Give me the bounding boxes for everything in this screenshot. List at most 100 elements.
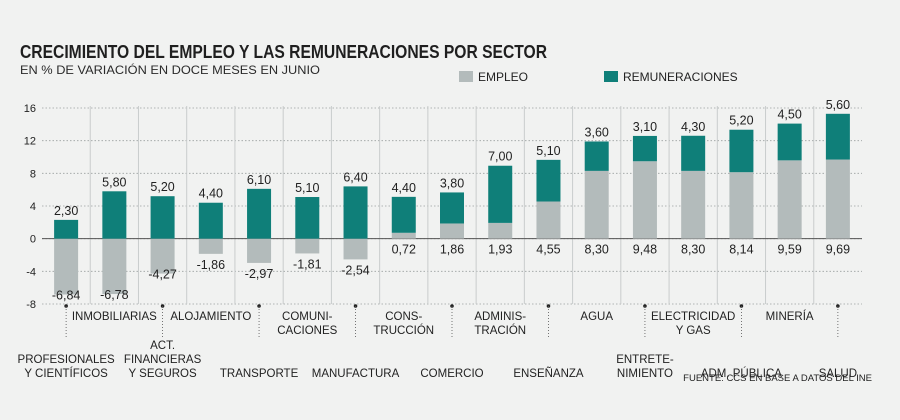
data-label-empleo: 1,93	[488, 243, 512, 257]
y-tick-label: 4	[30, 201, 36, 213]
bar-remuneraciones	[488, 165, 513, 223]
plot-area: -8 -4 0 4 8 12 16 2,30 -6,84 5,80 -6,78 5,20 -4,27 4,…	[18, 98, 862, 380]
category-label: ACT. FINANCIERAS Y SEGUROS	[124, 340, 202, 380]
y-tick-label: 12	[24, 136, 36, 148]
data-label-remuneraciones: 5,10	[536, 144, 560, 158]
category-label: MINERÍA	[766, 310, 814, 323]
data-label-empleo: -2,97	[245, 267, 274, 281]
category-label-line: TRUCCIÓN	[373, 324, 434, 337]
bar-empleo	[102, 238, 127, 295]
category-label: ELECTRICIDAD Y GAS	[651, 311, 735, 337]
category-label-line: INMOBILIARIAS	[72, 311, 157, 323]
bar-empleo	[391, 232, 416, 239]
y-tick-label: 8	[30, 168, 36, 180]
data-label-empleo: -6,84	[52, 289, 81, 303]
category-label-line: NIMIENTO	[617, 368, 673, 380]
data-label-remuneraciones: 2,30	[54, 204, 78, 218]
data-label-remuneraciones: 4,30	[681, 120, 705, 134]
category-label-line: CACIONES	[277, 325, 337, 337]
bar-remuneraciones	[729, 129, 754, 173]
bar-remuneraciones	[584, 141, 609, 171]
category-label: INMOBILIARIAS	[72, 311, 157, 323]
bar-remuneraciones	[54, 219, 79, 239]
category-label-line: COMERCIO	[420, 368, 483, 380]
category-label-line: ENSEÑANZA	[513, 367, 584, 380]
category-label-line: MINERÍA	[766, 310, 814, 323]
category-label-line: ADMINIS-	[474, 311, 526, 323]
chart-source: FUENTE: CCS EN BASE A DATOS DEL INE	[683, 373, 872, 384]
category-label: PROFESIONALES Y CIENTÍFICOS	[18, 354, 115, 380]
category-label-line: SALUD	[819, 368, 857, 380]
data-label-empleo: 8,14	[729, 243, 753, 257]
category-label-line: ENTRETE-	[616, 354, 674, 366]
data-label-empleo: 8,30	[681, 243, 705, 257]
bar-empleo	[295, 238, 320, 254]
data-label-remuneraciones: 4,40	[392, 181, 416, 195]
legend-swatch-remuneraciones	[604, 71, 618, 82]
y-tick-label: 0	[30, 234, 36, 246]
data-label-remuneraciones: 5,80	[102, 175, 126, 189]
data-label-empleo: 9,59	[777, 243, 801, 257]
category-label: CONS-TRUCCIÓN	[373, 311, 434, 337]
category-label: AGUA	[580, 311, 613, 323]
category-label-line: Y CIENTÍFICOS	[24, 367, 108, 380]
category-label-line: AGUA	[580, 311, 613, 323]
data-label-empleo: 0,72	[392, 243, 416, 257]
bar-remuneraciones	[632, 135, 657, 162]
bar-empleo	[440, 223, 464, 239]
category-label-line: COMUNI-	[282, 311, 333, 323]
chart-title: CRECIMIENTO DEL EMPLEO Y LAS REMUNERACIO…	[20, 41, 547, 62]
category-label-line: Y SEGUROS	[129, 368, 197, 380]
bar-empleo	[729, 172, 754, 239]
bar-empleo	[488, 222, 513, 239]
y-tick-label: -4	[26, 266, 36, 278]
data-label-empleo: -4,27	[148, 268, 177, 282]
data-label-remuneraciones: 4,50	[777, 108, 801, 122]
bar-empleo	[681, 170, 706, 239]
bar-remuneraciones	[247, 188, 272, 239]
data-label-remuneraciones: 5,60	[826, 98, 850, 112]
category-label-line: Y GAS	[676, 325, 711, 337]
category-label: SALUD	[819, 368, 857, 380]
data-label-remuneraciones: 5,20	[150, 180, 174, 194]
bar-empleo	[54, 238, 79, 295]
category-label: TRANSPORTE	[220, 368, 299, 380]
bar-remuneraciones	[295, 197, 320, 239]
data-label-empleo: 9,69	[826, 243, 850, 257]
data-label-remuneraciones: 4,40	[199, 187, 223, 201]
legend-label-empleo: EMPLEO	[478, 70, 528, 84]
category-label: ENTRETE- NIMIENTO	[616, 354, 674, 380]
data-label-empleo: -6,78	[100, 288, 129, 302]
bar-empleo	[825, 159, 850, 239]
category-label-line: ADM. PÚBLICA	[701, 367, 782, 380]
bar-empleo	[536, 201, 561, 239]
bar-empleo	[777, 160, 802, 239]
data-label-empleo: 9,48	[633, 243, 657, 257]
bar-empleo	[584, 170, 609, 239]
bar-remuneraciones	[777, 123, 802, 161]
data-label-empleo: 1,86	[440, 243, 464, 257]
data-label-remuneraciones: 5,10	[295, 181, 319, 195]
category-label: ALOJAMIENTO	[170, 311, 251, 323]
bar-remuneraciones	[536, 159, 561, 202]
category-label-line: ELECTRICIDAD	[651, 311, 735, 323]
category-label-line: ALOJAMIENTO	[170, 311, 251, 323]
legend-label-remuneraciones: REMUNERACIONES	[623, 70, 738, 84]
y-tick-label: -8	[26, 299, 36, 311]
category-label: ENSEÑANZA	[513, 367, 584, 380]
category-label: COMUNI- CACIONES	[277, 311, 337, 337]
bar-remuneraciones	[150, 196, 175, 239]
category-label-line: ACT.	[150, 340, 175, 352]
category-label-line: TRACIÓN	[474, 324, 526, 337]
data-label-remuneraciones: 5,20	[729, 114, 753, 128]
category-label-line: TRANSPORTE	[220, 368, 299, 380]
bar-empleo	[198, 238, 223, 254]
data-label-remuneraciones: 6,10	[247, 173, 271, 187]
bar-remuneraciones	[343, 186, 368, 239]
category-label-line: PROFESIONALES	[18, 354, 115, 366]
data-label-remuneraciones: 6,40	[343, 170, 367, 184]
bar-remuneraciones	[681, 135, 706, 171]
chart-subtitle: EN % DE VARIACIÓN EN DOCE MESES EN JUNIO	[20, 64, 320, 77]
bar-empleo	[150, 238, 175, 274]
